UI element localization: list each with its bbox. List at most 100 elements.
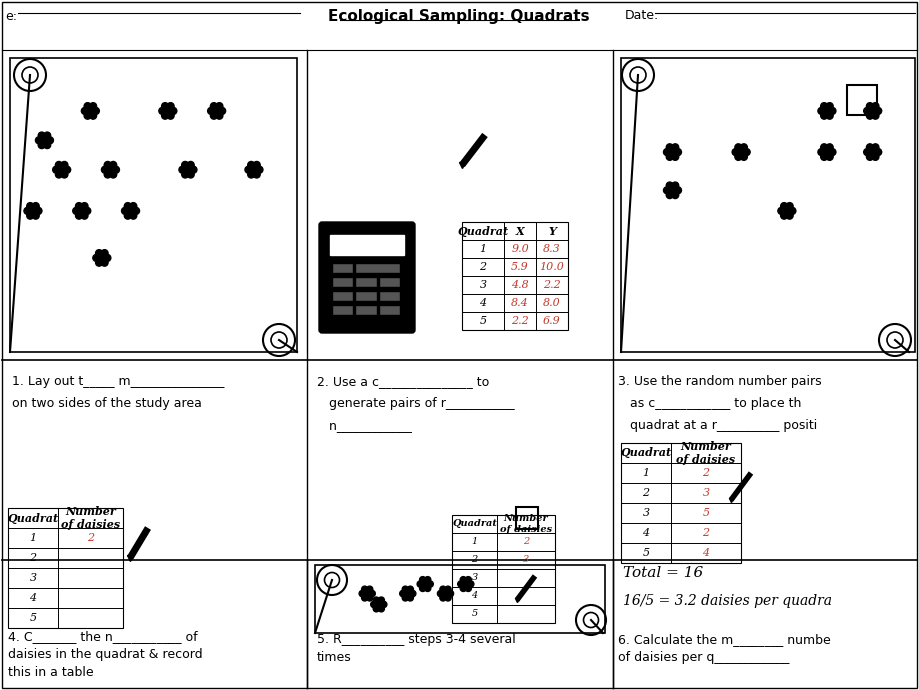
- Circle shape: [732, 148, 739, 155]
- Text: 2: 2: [29, 553, 37, 563]
- Circle shape: [738, 149, 744, 155]
- Circle shape: [85, 112, 91, 119]
- Circle shape: [170, 108, 176, 115]
- Circle shape: [410, 591, 416, 597]
- Circle shape: [826, 112, 834, 119]
- Circle shape: [82, 108, 88, 115]
- Circle shape: [786, 203, 793, 210]
- Circle shape: [664, 187, 671, 194]
- Circle shape: [460, 585, 467, 591]
- Circle shape: [821, 112, 828, 119]
- Circle shape: [666, 144, 674, 151]
- Circle shape: [210, 103, 218, 110]
- Circle shape: [373, 606, 380, 612]
- Circle shape: [182, 171, 188, 178]
- Circle shape: [59, 167, 64, 172]
- Circle shape: [672, 182, 679, 189]
- Circle shape: [81, 212, 88, 219]
- Text: Number
of daisies: Number of daisies: [676, 441, 735, 465]
- Circle shape: [425, 585, 431, 591]
- Text: 2: 2: [480, 262, 486, 272]
- Text: 1: 1: [471, 538, 478, 546]
- Circle shape: [666, 153, 674, 160]
- Text: 5: 5: [29, 613, 37, 623]
- Bar: [356, 305, 377, 315]
- Circle shape: [465, 577, 471, 583]
- Circle shape: [378, 597, 384, 603]
- Circle shape: [61, 161, 68, 168]
- Circle shape: [872, 103, 879, 110]
- Circle shape: [254, 171, 260, 178]
- Text: 3: 3: [29, 573, 37, 583]
- Bar: [621, 443, 741, 563]
- Circle shape: [821, 153, 828, 160]
- Text: as c____________ to place th: as c____________ to place th: [618, 397, 801, 410]
- Bar: [847, 85, 877, 115]
- Circle shape: [187, 171, 194, 178]
- Circle shape: [213, 108, 220, 114]
- Circle shape: [407, 595, 414, 601]
- Circle shape: [245, 166, 252, 173]
- Text: 8.0: 8.0: [543, 298, 561, 308]
- Circle shape: [821, 144, 828, 151]
- Circle shape: [32, 212, 40, 219]
- Text: 3. Use the random number pairs: 3. Use the random number pairs: [618, 375, 822, 388]
- Circle shape: [216, 112, 223, 119]
- Text: 4: 4: [471, 591, 478, 600]
- Circle shape: [44, 132, 51, 139]
- Circle shape: [256, 166, 263, 173]
- Text: 3: 3: [523, 555, 529, 564]
- Circle shape: [24, 208, 31, 215]
- Circle shape: [743, 148, 750, 155]
- Circle shape: [73, 208, 80, 215]
- Text: 5.9: 5.9: [511, 262, 528, 272]
- Circle shape: [818, 108, 825, 115]
- Text: Date:: Date:: [625, 9, 659, 22]
- Circle shape: [872, 153, 879, 160]
- Text: 1. Lay out t_____ m_______________: 1. Lay out t_____ m_______________: [12, 375, 224, 388]
- Circle shape: [55, 161, 62, 168]
- Circle shape: [208, 108, 215, 115]
- Circle shape: [675, 148, 682, 155]
- Circle shape: [666, 182, 674, 189]
- Text: Ecological Sampling: Quadrats: Ecological Sampling: Quadrats: [328, 9, 590, 24]
- Circle shape: [403, 586, 408, 593]
- Text: 2: 2: [471, 555, 478, 564]
- Text: on two sides of the study area: on two sides of the study area: [12, 397, 202, 410]
- Circle shape: [826, 153, 834, 160]
- Circle shape: [104, 255, 111, 262]
- Bar: [379, 291, 400, 301]
- Circle shape: [829, 108, 836, 115]
- FancyBboxPatch shape: [319, 222, 415, 333]
- Circle shape: [96, 250, 103, 257]
- Bar: [356, 277, 377, 287]
- Circle shape: [248, 171, 255, 178]
- Circle shape: [875, 108, 881, 115]
- Text: e:: e:: [5, 10, 17, 23]
- Bar: [356, 291, 377, 301]
- Circle shape: [672, 153, 679, 160]
- Text: this in a table: this in a table: [8, 666, 94, 679]
- Text: 8.4: 8.4: [511, 298, 528, 308]
- Circle shape: [248, 161, 255, 168]
- Circle shape: [185, 167, 191, 172]
- Circle shape: [179, 166, 186, 173]
- Circle shape: [36, 137, 42, 144]
- Circle shape: [780, 203, 788, 210]
- Bar: [356, 263, 400, 273]
- Circle shape: [458, 581, 464, 587]
- Circle shape: [52, 166, 60, 173]
- Bar: [10, 58, 297, 352]
- Circle shape: [85, 103, 91, 110]
- Circle shape: [669, 149, 675, 155]
- Circle shape: [867, 112, 873, 119]
- Circle shape: [108, 167, 113, 172]
- Circle shape: [162, 103, 168, 110]
- Circle shape: [867, 153, 873, 160]
- Circle shape: [407, 586, 414, 593]
- Circle shape: [251, 167, 257, 172]
- Circle shape: [875, 148, 881, 155]
- Text: 5: 5: [702, 508, 709, 518]
- Circle shape: [440, 586, 447, 593]
- Circle shape: [420, 577, 425, 583]
